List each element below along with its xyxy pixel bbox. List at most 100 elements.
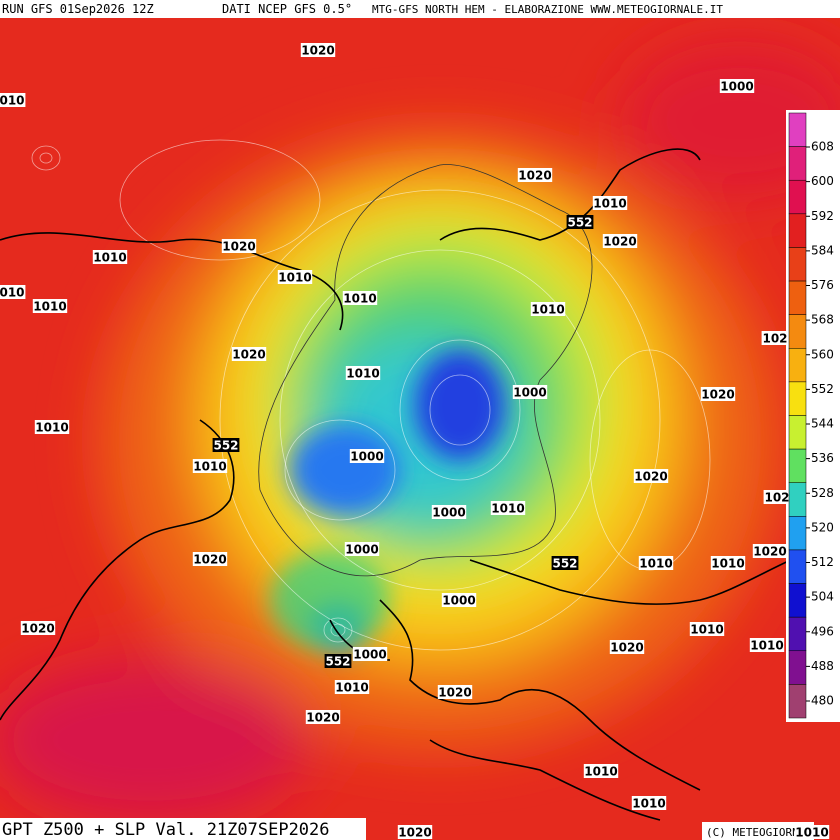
colorbar-label: 576 <box>811 278 834 292</box>
contour-label: 102 <box>764 491 789 505</box>
contour-label: 1010 <box>33 300 66 314</box>
contour-label-box <box>344 542 380 556</box>
contour-label-box <box>700 387 736 401</box>
contour-label: 1010 <box>335 681 368 695</box>
contour-label-box <box>763 490 791 504</box>
contour-label-box <box>490 501 526 515</box>
color-swatch <box>788 348 807 383</box>
contour-label-box <box>342 291 378 305</box>
contour-label-box <box>689 622 725 636</box>
contour-label-box <box>719 79 755 93</box>
contour-label-box <box>517 168 553 182</box>
contour-label: 102 <box>762 332 787 346</box>
footer-title: GPT Z500 + SLP Val. 21Z07SEP2026 <box>2 820 330 840</box>
color-swatch <box>788 650 807 685</box>
color-swatch <box>788 146 807 181</box>
color-swatch <box>788 448 807 483</box>
contour-label-box <box>633 469 669 483</box>
contour-label: 1000 <box>432 506 465 520</box>
color-swatch <box>788 314 807 349</box>
header-credit: MTG-GFS NORTH HEM - ELABORAZIONE WWW.MET… <box>372 3 723 16</box>
contour-label: 1010 <box>343 292 376 306</box>
contour-label-box <box>761 331 789 345</box>
color-swatch <box>788 415 807 450</box>
contour-label: 1000 <box>350 450 383 464</box>
header-bar <box>0 0 840 18</box>
contour-label: 1010 <box>632 797 665 811</box>
colorbar-label: 504 <box>811 590 834 604</box>
colorbar-label: 528 <box>811 486 834 500</box>
contour-label: 552 <box>552 557 577 571</box>
contour-label-box <box>345 366 381 380</box>
contour-label-box <box>192 459 228 473</box>
contour-label: 1000 <box>353 648 386 662</box>
contour-label-box <box>277 270 313 284</box>
contour-label-box <box>512 385 548 399</box>
colorbar-label: 592 <box>811 209 834 223</box>
contour-label: 552 <box>567 216 592 230</box>
contour-label-box <box>20 621 56 635</box>
contour-label-box <box>324 654 352 668</box>
contour-label: 1000 <box>442 594 475 608</box>
contour-label-box <box>602 234 638 248</box>
contour-label: 1020 <box>603 235 636 249</box>
contour-label: 1020 <box>232 348 265 362</box>
contour-label-box <box>192 552 228 566</box>
contour-label: 1010 <box>593 197 626 211</box>
contour-label: 1020 <box>21 622 54 636</box>
contour-label: 010 <box>0 94 25 108</box>
colorbar-label: 544 <box>811 417 834 431</box>
contour-label: 1010 <box>35 421 68 435</box>
contour-label: 1020 <box>438 686 471 700</box>
color-swatch <box>788 280 807 315</box>
colorbar-label: 512 <box>811 555 834 569</box>
contour-label-box <box>0 285 26 299</box>
contour-label: 1010 <box>690 623 723 637</box>
contour-label: 1020 <box>398 826 431 840</box>
color-swatch <box>788 516 807 551</box>
contour-label-box <box>352 647 388 661</box>
contour-label-box <box>583 764 619 778</box>
contour-label-box <box>431 505 467 519</box>
contour-label-box <box>592 196 628 210</box>
header-run: RUN GFS 01Sep2026 12Z <box>2 2 154 16</box>
colorbar-label: 536 <box>811 451 834 465</box>
colorbar-label: 520 <box>811 520 834 534</box>
color-swatch <box>788 482 807 517</box>
color-swatch <box>788 583 807 618</box>
contour-label-box <box>749 638 785 652</box>
footer-copyright: (C) METEOGIORNALE <box>706 826 819 839</box>
isobars <box>31 139 711 651</box>
contour-label-box <box>638 556 674 570</box>
contour-label-box <box>530 302 566 316</box>
contour-label-box <box>752 544 788 558</box>
colorbar-label: 552 <box>811 382 834 396</box>
header-source: DATI NCEP GFS 0.5° <box>222 2 352 16</box>
color-swatch <box>788 213 807 248</box>
color-swatch <box>788 179 807 215</box>
color-swatch <box>788 247 807 282</box>
colorbar-label: 480 <box>811 694 834 708</box>
contour-label: 1020 <box>306 711 339 725</box>
colorbar-label: 584 <box>811 243 834 257</box>
colorbar-label: 600 <box>811 174 834 188</box>
contour-label-box <box>551 556 579 570</box>
contour-label: 1020 <box>701 388 734 402</box>
color-swatch <box>788 381 807 416</box>
contour-label-box <box>441 593 477 607</box>
contour-label-box <box>397 825 433 839</box>
colorbar-label: 488 <box>811 659 834 673</box>
contour-label-box <box>221 239 257 253</box>
contour-label: 1020 <box>753 545 786 559</box>
contour-label: 1010 <box>750 639 783 653</box>
contour-label-box <box>231 347 267 361</box>
contour-label-box <box>631 796 667 810</box>
contour-label: 1020 <box>518 169 551 183</box>
colorbar-label: 568 <box>811 313 834 327</box>
contour-label-box <box>609 640 645 654</box>
contour-label-box <box>92 250 128 264</box>
contour-label-box <box>0 93 26 107</box>
contour-label: 1010 <box>711 557 744 571</box>
contour-label-box <box>32 299 68 313</box>
contour-label-box <box>437 685 473 699</box>
